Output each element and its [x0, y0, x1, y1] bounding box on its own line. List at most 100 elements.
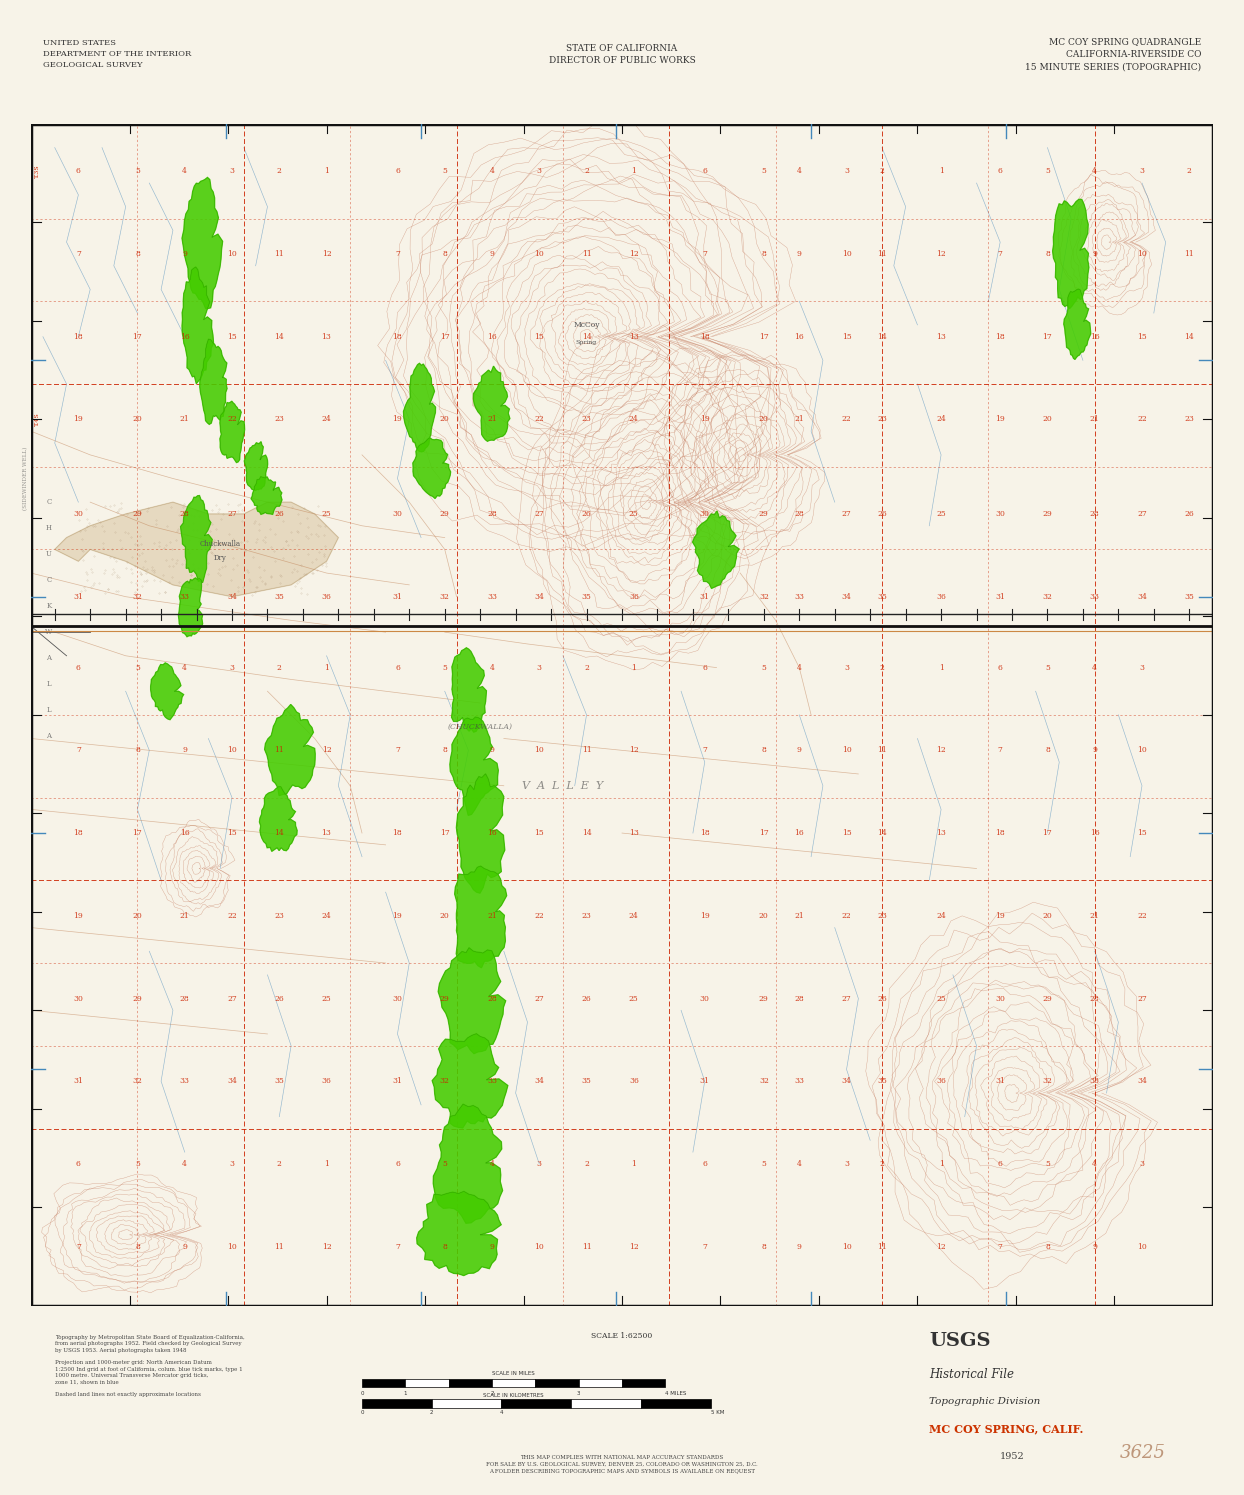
Text: 18: 18	[700, 830, 709, 837]
Text: 29: 29	[1042, 994, 1052, 1003]
Text: 8: 8	[1045, 746, 1050, 755]
Text: K: K	[46, 602, 51, 610]
Text: 7: 7	[703, 1242, 707, 1251]
Text: 7: 7	[396, 250, 399, 259]
Text: 34: 34	[1137, 1078, 1147, 1085]
Text: 12: 12	[937, 1242, 945, 1251]
Text: 26: 26	[275, 994, 284, 1003]
Text: 22: 22	[535, 912, 544, 919]
Text: 32: 32	[440, 1078, 449, 1085]
Text: 29: 29	[1042, 510, 1052, 517]
Text: 13: 13	[629, 333, 638, 341]
Text: 20: 20	[759, 912, 769, 919]
Text: 34: 34	[1137, 592, 1147, 601]
Text: 3: 3	[229, 1160, 235, 1168]
Polygon shape	[433, 1105, 503, 1223]
Text: 16: 16	[1090, 830, 1100, 837]
Text: 32: 32	[1042, 592, 1052, 601]
Text: 33: 33	[179, 1078, 190, 1085]
Text: 21: 21	[180, 416, 189, 423]
Text: 26: 26	[877, 510, 887, 517]
Text: THIS MAP COMPLIES WITH NATIONAL MAP ACCURACY STANDARDS
FOR SALE BY U.S. GEOLOGIC: THIS MAP COMPLIES WITH NATIONAL MAP ACCU…	[486, 1455, 758, 1474]
Text: 29: 29	[759, 510, 769, 517]
Text: 30: 30	[73, 510, 83, 517]
Text: 10: 10	[842, 746, 851, 755]
Text: 1: 1	[325, 167, 328, 175]
Text: 23: 23	[275, 416, 284, 423]
Text: 15: 15	[535, 333, 544, 341]
Text: Topographic Division: Topographic Division	[929, 1398, 1040, 1407]
Text: 20: 20	[759, 416, 769, 423]
Text: 3: 3	[536, 167, 542, 175]
Text: 8: 8	[136, 250, 139, 259]
Text: 9: 9	[1092, 746, 1097, 755]
Text: 30: 30	[393, 994, 402, 1003]
Polygon shape	[244, 441, 267, 490]
Text: 34: 34	[228, 592, 236, 601]
Text: 16: 16	[488, 830, 496, 837]
Text: 10: 10	[535, 746, 544, 755]
Polygon shape	[693, 511, 739, 589]
Polygon shape	[432, 1033, 508, 1127]
Text: 24: 24	[629, 912, 638, 919]
Text: 35: 35	[877, 592, 887, 601]
Text: 12: 12	[937, 250, 945, 259]
Text: 32: 32	[1042, 1078, 1052, 1085]
Text: 36: 36	[937, 1078, 945, 1085]
Text: 6: 6	[76, 167, 81, 175]
Text: Topography by Metropolitan State Board of Equalization-California,
from aerial p: Topography by Metropolitan State Board o…	[55, 1335, 245, 1398]
Text: 4: 4	[797, 1160, 801, 1168]
Text: 31: 31	[73, 592, 83, 601]
Text: 3: 3	[229, 664, 235, 671]
Text: 23: 23	[275, 912, 284, 919]
Text: C: C	[46, 576, 51, 585]
Text: H: H	[46, 525, 52, 532]
Text: 11: 11	[275, 1242, 284, 1251]
Text: 15: 15	[228, 830, 236, 837]
Text: 9: 9	[1092, 250, 1097, 259]
Text: T.3S: T.3S	[35, 164, 40, 178]
Text: 10: 10	[842, 1242, 851, 1251]
Text: 10: 10	[535, 250, 544, 259]
Text: 19: 19	[700, 912, 709, 919]
Text: 3: 3	[1140, 167, 1144, 175]
Text: 20: 20	[133, 416, 142, 423]
Text: 13: 13	[322, 830, 331, 837]
Text: 6: 6	[703, 664, 707, 671]
Text: 23: 23	[1184, 416, 1194, 423]
Text: Dry: Dry	[214, 553, 226, 562]
Text: 6: 6	[76, 664, 81, 671]
Polygon shape	[417, 1192, 501, 1275]
Text: 33: 33	[1090, 1078, 1100, 1085]
Text: 14: 14	[582, 830, 591, 837]
Text: 24: 24	[937, 416, 945, 423]
Text: 13: 13	[937, 333, 945, 341]
Text: USGS: USGS	[929, 1332, 990, 1350]
Text: 35: 35	[1184, 592, 1194, 601]
Text: 23: 23	[877, 912, 887, 919]
Text: 22: 22	[1137, 912, 1147, 919]
Text: 8: 8	[443, 746, 447, 755]
Polygon shape	[452, 647, 486, 733]
Polygon shape	[413, 438, 450, 498]
Text: 4: 4	[490, 1160, 494, 1168]
Text: 28: 28	[180, 994, 189, 1003]
Text: A: A	[46, 655, 51, 662]
Text: 12: 12	[322, 1242, 331, 1251]
Text: 9: 9	[797, 250, 801, 259]
Text: W: W	[45, 628, 52, 637]
Text: 30: 30	[700, 994, 709, 1003]
Text: 15: 15	[1137, 333, 1147, 341]
Text: 7: 7	[998, 1242, 1003, 1251]
Text: 17: 17	[759, 830, 769, 837]
Text: 22: 22	[228, 416, 236, 423]
Text: 27: 27	[228, 994, 236, 1003]
Text: 16: 16	[180, 333, 189, 341]
Text: 11: 11	[582, 1242, 591, 1251]
Text: 9: 9	[183, 746, 187, 755]
Text: 2: 2	[277, 1160, 281, 1168]
Polygon shape	[182, 178, 223, 308]
Text: 30: 30	[73, 994, 83, 1003]
Text: 26: 26	[877, 994, 887, 1003]
Text: 26: 26	[1184, 510, 1194, 517]
